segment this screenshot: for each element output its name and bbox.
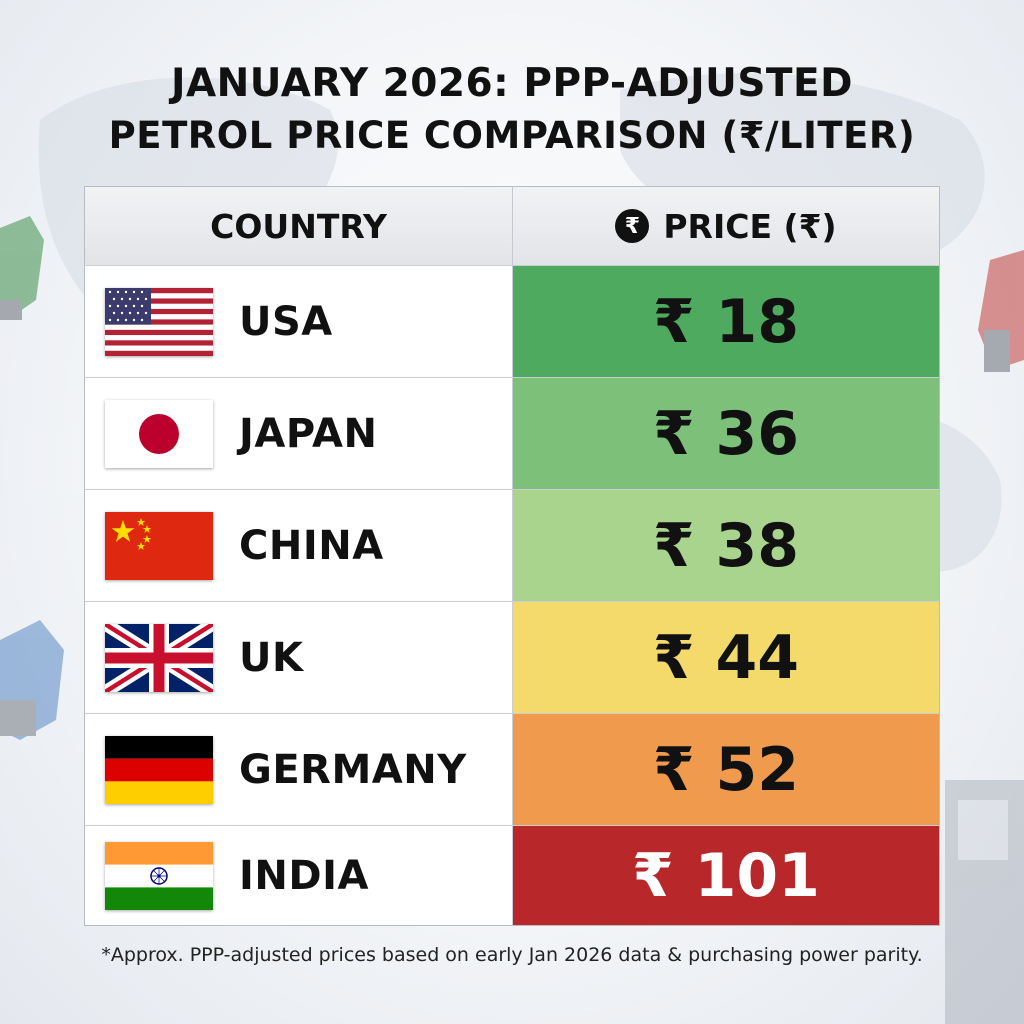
country-cell: JAPAN — [85, 378, 512, 489]
price-cell: ₹ 38 — [512, 490, 939, 601]
price-table: COUNTRY ₹ PRICE (₹) — [84, 186, 940, 926]
footnote: *Approx. PPP-adjusted prices based on ea… — [101, 944, 923, 966]
rupee-circle-icon: ₹ — [615, 209, 650, 243]
uk-flag-icon — [105, 623, 213, 692]
country-cell: INDIA — [85, 826, 512, 925]
table-header: COUNTRY ₹ PRICE (₹) — [85, 187, 939, 265]
title-line-1: JANUARY 2026: PPP-ADJUSTED — [170, 61, 854, 106]
country-cell: GERMANY — [85, 714, 512, 825]
price-value: ₹ 44 — [652, 622, 800, 693]
table-row-japan: JAPAN ₹ 36 — [85, 377, 939, 489]
india-flag-icon — [105, 841, 213, 910]
title-line-2: PETROL PRICE COMPARISON (₹/LITER) — [108, 114, 916, 157]
country-cell: CHINA — [85, 490, 512, 601]
table-row-china: CHINA ₹ 38 — [85, 489, 939, 601]
country-name: UK — [239, 634, 304, 681]
header-country-label: COUNTRY — [210, 206, 387, 246]
price-value: ₹ 38 — [652, 510, 800, 581]
blue-fuel-nozzle-icon — [0, 620, 64, 740]
green-fuel-nozzle-icon — [0, 216, 44, 320]
header-price-label: PRICE (₹) — [663, 206, 837, 246]
country-name: CHINA — [239, 522, 384, 569]
header-price-cell: ₹ PRICE (₹) — [512, 187, 939, 265]
japan-flag-icon — [105, 399, 213, 468]
price-value: ₹ 36 — [652, 398, 800, 469]
price-value: ₹ 101 — [632, 840, 820, 911]
chart-title: JANUARY 2026: PPP-ADJUSTED PETROL PRICE … — [0, 58, 1024, 162]
price-cell: ₹ 44 — [512, 602, 939, 713]
price-cell: ₹ 101 — [512, 826, 939, 925]
fuel-pump-icon — [945, 780, 1024, 1024]
germany-flag-icon — [105, 735, 213, 804]
price-value: ₹ 18 — [652, 286, 800, 357]
table-row-usa: USA ₹ 18 — [85, 265, 939, 377]
country-cell: USA — [85, 266, 512, 377]
country-name: USA — [239, 298, 333, 345]
red-fuel-nozzle-icon — [978, 250, 1024, 372]
price-cell: ₹ 36 — [512, 378, 939, 489]
country-cell: UK — [85, 602, 512, 713]
price-cell: ₹ 52 — [512, 714, 939, 825]
china-flag-icon — [105, 511, 213, 580]
table-row-uk: UK ₹ 44 — [85, 601, 939, 713]
usa-flag-icon — [105, 287, 213, 356]
header-country-cell: COUNTRY — [85, 187, 512, 265]
country-name: GERMANY — [239, 746, 467, 793]
country-name: JAPAN — [239, 410, 378, 457]
country-name: INDIA — [239, 852, 369, 899]
table-row-india: INDIA ₹ 101 — [85, 825, 939, 925]
price-cell: ₹ 18 — [512, 266, 939, 377]
table-row-germany: GERMANY ₹ 52 — [85, 713, 939, 825]
price-value: ₹ 52 — [652, 734, 800, 805]
